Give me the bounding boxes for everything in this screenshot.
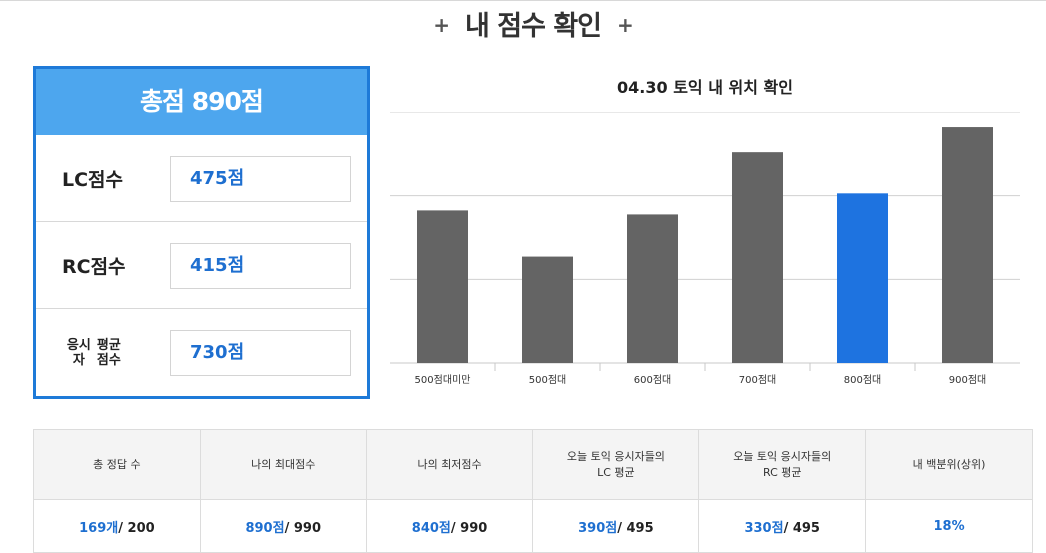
chart-bar: [522, 256, 573, 363]
chart-tick-label: 800점대: [844, 374, 882, 386]
header-total-correct: 총 정답 수: [33, 429, 201, 500]
chart-title: 04.30 토익 내 위치 확인: [617, 78, 793, 97]
average-score-value: 730점: [170, 330, 351, 376]
chart-bar: [627, 214, 678, 363]
chart-tick-label: 500점대: [529, 374, 567, 386]
chart-tick-label: 500점대미만: [415, 374, 471, 386]
chart-tick-label: 700점대: [739, 374, 777, 386]
average-score-label: 응시자 평균점수: [66, 309, 126, 396]
header-rc-average: 오늘 토익 응시자들의 RC 평균: [698, 429, 867, 500]
average-score-row: 응시자 평균점수 730점: [36, 309, 367, 396]
header-lc-average: 오늘 토익 응시자들의 LC 평균: [532, 429, 700, 500]
header-min-score: 나의 최저점수: [365, 429, 534, 500]
page-title-text: 내 점수 확인: [465, 11, 602, 42]
cell-max-score: 890점/ 990: [199, 499, 367, 553]
stats-value-row: 169개/ 200 890점/ 990 840점/ 990 390점/ 495 …: [33, 499, 1033, 553]
plus-icon-right: +: [617, 13, 634, 37]
cell-lc-average: 390점/ 495: [532, 499, 700, 553]
score-summary-box: 총점 890점 LC점수 475점 RC점수 415점 응시자 평균점수 730…: [33, 66, 370, 399]
rc-score-row: RC점수 415점: [36, 222, 367, 309]
rc-score-value: 415점: [170, 243, 351, 289]
chart-svg: 500점대미만 500점대 600점대 700점대 800점대 900점대: [390, 112, 1020, 386]
lc-score-row: LC점수 475점: [36, 135, 367, 222]
score-distribution-chart: 500점대미만 500점대 600점대 700점대 800점대 900점대: [390, 112, 1020, 392]
header-percentile: 내 백분위(상위): [865, 429, 1033, 500]
lc-score-value: 475점: [170, 156, 351, 202]
rc-score-label: RC점수: [62, 255, 126, 278]
cell-percentile: 18%: [865, 499, 1033, 553]
plus-icon-left: +: [433, 13, 450, 37]
stats-table: 총 정답 수 나의 최대점수 나의 최저점수 오늘 토익 응시자들의 LC 평균 …: [33, 429, 1033, 553]
top-divider: [0, 0, 1046, 1]
chart-bar: [837, 193, 888, 363]
chart-tick-label: 600점대: [634, 374, 672, 386]
lc-score-label: LC점수: [62, 168, 124, 191]
header-max-score: 나의 최대점수: [199, 429, 367, 500]
page-title: + 내 점수 확인 +: [0, 4, 1046, 43]
average-score-label-line1: 응시자: [66, 337, 91, 368]
chart-tick-label: 900점대: [949, 374, 987, 386]
chart-bar: [942, 127, 993, 363]
cell-rc-average: 330점/ 495: [698, 499, 867, 553]
cell-total-correct: 169개/ 200: [33, 499, 201, 553]
chart-bar: [732, 152, 783, 363]
chart-bar: [417, 210, 468, 363]
cell-min-score: 840점/ 990: [365, 499, 534, 553]
total-score: 총점 890점: [36, 69, 367, 135]
average-score-label-line2: 평균점수: [96, 337, 121, 368]
stats-header-row: 총 정답 수 나의 최대점수 나의 최저점수 오늘 토익 응시자들의 LC 평균 …: [33, 429, 1033, 500]
